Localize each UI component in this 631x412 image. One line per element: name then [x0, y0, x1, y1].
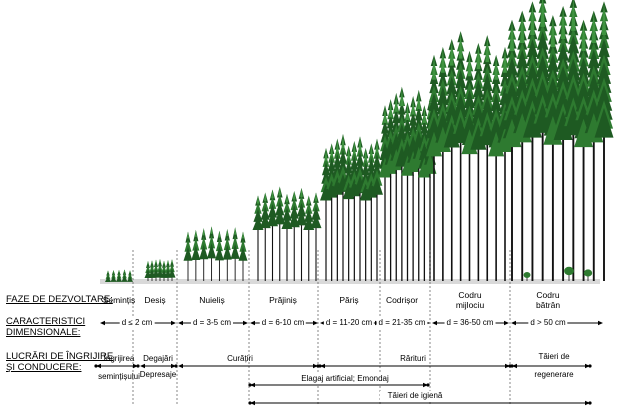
- phase-label-sapling: Nuieliș: [199, 295, 225, 305]
- conifer-tree: [502, 19, 522, 281]
- conifer-tree: [156, 258, 164, 281]
- conifer-tree: [183, 231, 193, 281]
- works-row-title-line2: ŞI CONDUCERE:: [6, 362, 82, 373]
- phase-label-middle-timber-line2: mijlociu: [455, 300, 485, 310]
- conifer-tree: [214, 230, 224, 281]
- conifer-tree: [348, 141, 361, 281]
- work-sanitary-cutting: Tăieri de igienă: [380, 391, 450, 401]
- work-cleaning: Curățiri: [227, 354, 253, 363]
- work-thinning: Rărituri: [400, 354, 426, 363]
- conifer-tree: [267, 189, 278, 281]
- ground-strip: [100, 279, 600, 284]
- conifer-tree: [452, 31, 469, 281]
- conifer-tree: [238, 231, 248, 281]
- phase-label-pole-small: Prăjiniș: [269, 295, 297, 305]
- conifer-tree: [296, 188, 307, 281]
- conifer-tree: [288, 191, 300, 281]
- conifer-tree: [110, 270, 117, 282]
- regeneration-sapling: [564, 266, 574, 281]
- work-arrow-sanitary: [250, 400, 590, 406]
- conifer-tree: [230, 227, 240, 281]
- work-releasing: Degajări: [143, 354, 173, 363]
- arrow-endpoint-dot: [94, 364, 98, 368]
- dimension-label-5: d = 21-35 cm: [376, 318, 428, 328]
- arrow-endpoint-dot: [136, 364, 140, 368]
- conifer-tree: [222, 229, 232, 281]
- dimension-label-1: d ≤ 2 cm: [119, 318, 155, 328]
- phase-label-thicket: Desiș: [144, 295, 166, 305]
- phase-label-young-timber: Codrișor: [385, 295, 419, 305]
- conifer-tree: [281, 194, 293, 281]
- conifer-tree: [148, 260, 156, 281]
- dimension-label-4: d = 11-20 cm: [323, 318, 375, 328]
- dimension-label-7: d > 50 cm: [528, 318, 568, 328]
- arrow-endpoint-dot: [510, 364, 514, 368]
- conifer-tree: [594, 1, 614, 281]
- conifer-tree: [191, 229, 201, 281]
- regeneration-sapling: [523, 272, 531, 281]
- arrow-endpoint-dot: [588, 401, 592, 405]
- works-row-title-line1: LUCRĂRI DE ÎNGRIJIRE: [6, 351, 114, 362]
- arrow-endpoint-dot: [426, 383, 430, 387]
- phase-label-old-timber: Codru: [536, 290, 560, 300]
- conifer-tree: [199, 228, 209, 281]
- work-arrow-pruning: [250, 382, 428, 388]
- work-seed-care-line2: semințișului: [98, 372, 140, 381]
- phase-label-pole: Păriș: [339, 295, 359, 305]
- conifer-tree: [371, 138, 383, 281]
- work-pruning: Elagaj artificial; Emondaj: [290, 374, 400, 384]
- conifer-tree: [563, 0, 583, 281]
- arrow-endpoint-dot: [248, 401, 252, 405]
- phase-label-old-timber-line2: bătrân: [535, 300, 561, 310]
- phase-label-middle-timber: Codru: [458, 290, 482, 300]
- conifer-tree: [252, 195, 264, 281]
- work-arrow-regeneration: [512, 363, 590, 369]
- conifer-tree: [207, 226, 217, 281]
- phase-label-seedling: Semințiș: [102, 295, 136, 305]
- conifer-tree: [116, 269, 122, 282]
- arrow-endpoint-dot: [248, 383, 252, 387]
- tree-illustrations: [105, 0, 614, 282]
- conifer-tree: [479, 35, 496, 281]
- conifer-tree: [584, 10, 604, 281]
- arrow-endpoint-dot: [174, 364, 178, 368]
- conifer-tree: [127, 270, 133, 282]
- arrow-endpoint-dot: [588, 364, 592, 368]
- work-regeneration-line1: Tăieri de: [538, 352, 570, 361]
- dimensional-row-title-line2: DIMENSIONALE:: [6, 327, 81, 338]
- work-seed-care-line1: Îngrijirea: [103, 354, 135, 363]
- conifer-tree: [121, 269, 128, 282]
- dimension-label-2: d = 3-5 cm: [190, 318, 234, 328]
- conifer-tree: [303, 195, 315, 281]
- conifer-tree: [310, 192, 322, 281]
- conifer-tree: [168, 259, 176, 281]
- work-arrow-thinning: [320, 363, 510, 369]
- dimension-label-6: d = 36-50 cm: [444, 318, 496, 328]
- work-arrow-seed-care: [96, 363, 138, 369]
- work-depressing: Depresaje: [139, 370, 177, 379]
- dimensional-row-title-line1: CARACTERISTICI: [6, 316, 86, 327]
- work-regeneration-line2: regenerare: [534, 370, 574, 379]
- conifer-tree: [259, 192, 271, 281]
- conifer-tree: [105, 270, 111, 282]
- dimension-label-3: d = 6-10 cm: [259, 318, 307, 328]
- phases-row-title: FAZE DE DEZVOLTARE:: [6, 294, 113, 305]
- work-arrow-cleaning: [178, 363, 318, 369]
- work-arrow-releasing: [140, 363, 176, 369]
- regeneration-sapling: [583, 269, 593, 281]
- conifer-tree: [274, 186, 286, 281]
- arrow-endpoint-dot: [318, 364, 322, 368]
